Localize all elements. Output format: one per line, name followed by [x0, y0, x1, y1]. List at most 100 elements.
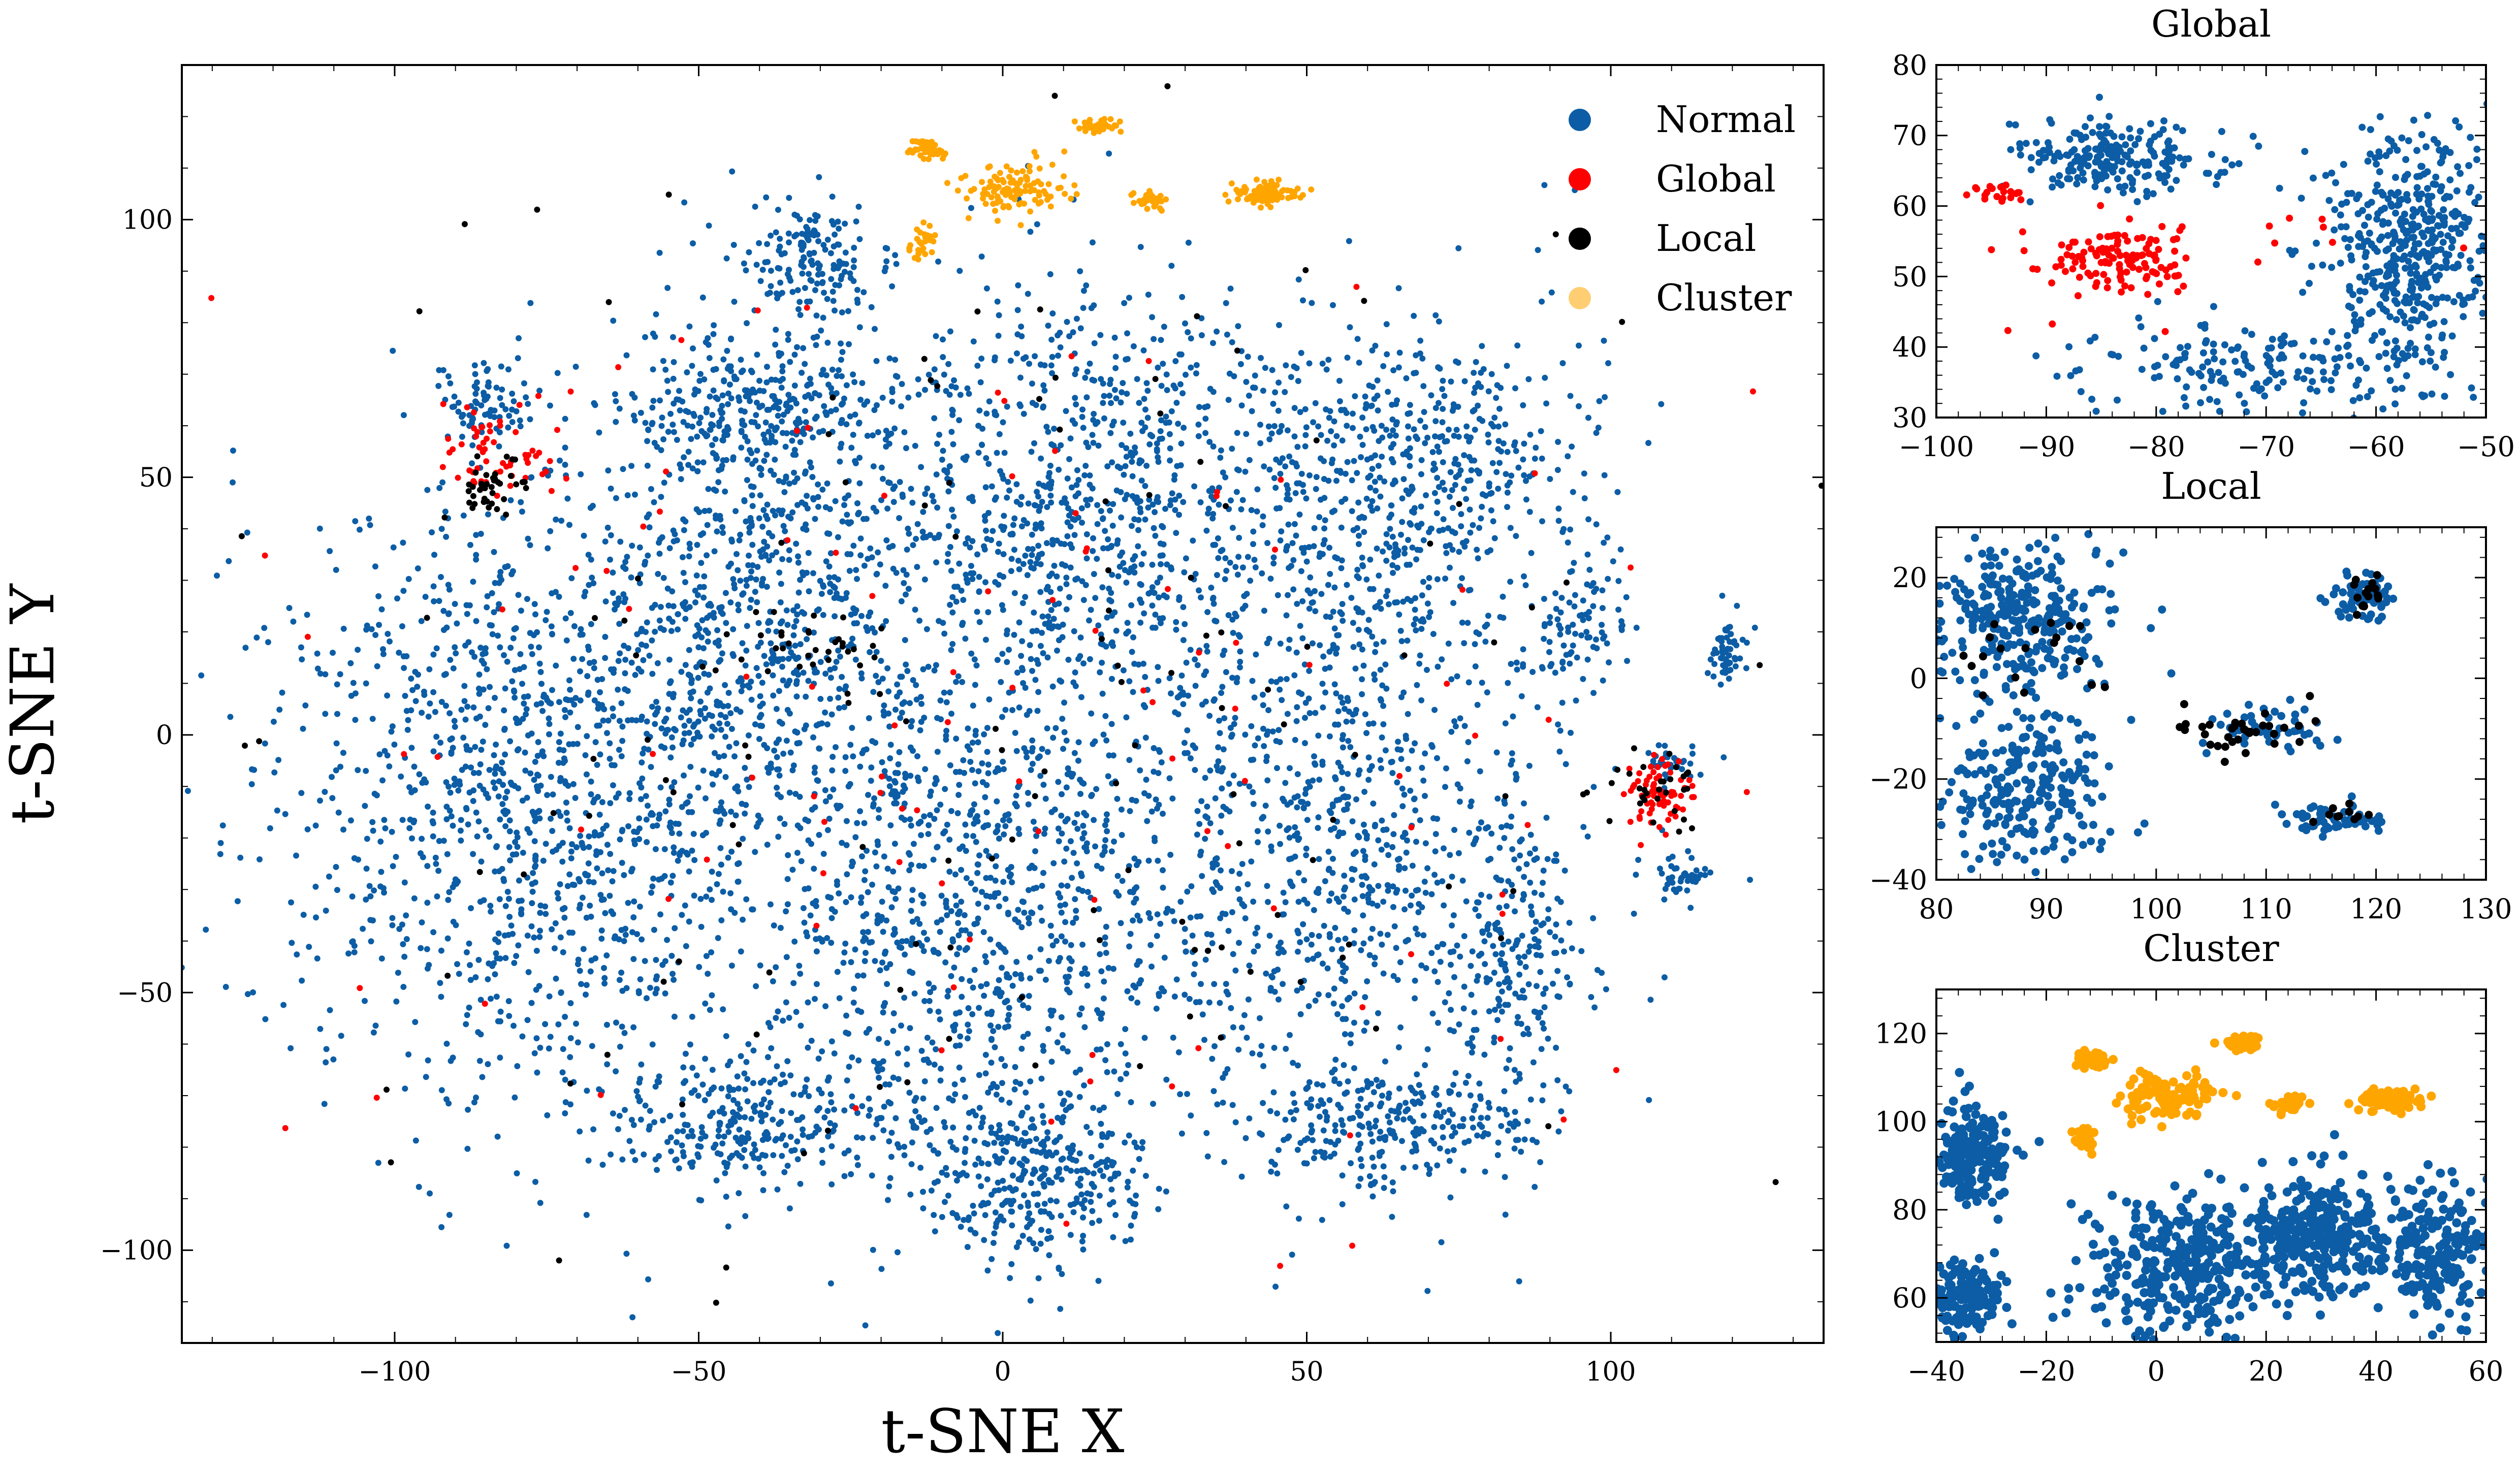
point-normal-966: [512, 839, 519, 845]
point-normal-4299: [1476, 913, 1482, 919]
point-normal-1480: [670, 603, 677, 610]
point-normal-1903: [700, 584, 707, 590]
point-normal-486: [682, 902, 688, 909]
point-normal-2553: [895, 1249, 901, 1256]
point-normal-797: [302, 702, 309, 709]
point-normal-2145: [971, 967, 978, 973]
point-normal-7: [629, 542, 635, 549]
point-normal-1614: [719, 611, 726, 617]
point-normal-4318: [1279, 911, 1286, 918]
point-normal-4604: [1520, 646, 1526, 653]
point-normal-1154: [406, 825, 413, 831]
point-normal-2392: [1130, 982, 1137, 989]
point-normal-4885: [1204, 609, 1211, 615]
point-normal-4478: [1441, 845, 1447, 852]
point-normal-1268: [317, 670, 324, 677]
point-normal-3739: [975, 423, 982, 429]
point-normal-625: [375, 1160, 381, 1166]
point-normal-1692: [585, 689, 592, 696]
point-normal-4246: [1335, 937, 1342, 943]
point-normal-3173: [1099, 659, 1105, 666]
point-normal-3290: [1040, 382, 1047, 389]
point-normal-2270: [958, 867, 965, 873]
point-normal-2394: [1019, 898, 1026, 905]
point-normal-4034: [1157, 428, 1164, 434]
point-normal-2590: [982, 1051, 989, 1058]
point-normal-1058: [443, 702, 449, 709]
point-normal-2820: [773, 964, 779, 971]
point-normal-3421: [1142, 516, 1149, 523]
point-normal-611: [607, 892, 613, 899]
point-normal-941: [604, 730, 610, 737]
point-normal-9: [334, 681, 340, 688]
point-normal-4575: [1379, 941, 1385, 948]
point-normal-3978: [1561, 868, 1568, 874]
point-normal-3241: [1035, 542, 1042, 549]
point-normal-4428: [1100, 515, 1106, 522]
point-normal-833: [563, 810, 570, 816]
point-normal-1655: [844, 519, 851, 526]
point-normal-4535: [1356, 834, 1362, 841]
point-normal-4002: [1239, 605, 1246, 612]
point-normal-1619: [794, 611, 801, 618]
point-normal-3399: [936, 531, 942, 538]
point-normal-1796: [892, 707, 899, 713]
point-normal-3754: [1104, 614, 1110, 621]
point-normal-4188: [1177, 462, 1184, 468]
point-normal-4316: [1433, 1085, 1440, 1092]
point-normal-2115: [1114, 873, 1121, 879]
point-normal-3762: [965, 535, 971, 541]
point-normal-4277: [1517, 852, 1523, 859]
point-normal-2972: [1144, 388, 1151, 394]
point-normal-4395: [1415, 909, 1422, 915]
point-normal-2798: [1037, 773, 1044, 779]
point-normal-785: [569, 841, 575, 847]
point-normal-1175: [438, 1087, 445, 1094]
point-normal-4985: [1266, 466, 1273, 473]
point-normal-3402: [1137, 619, 1144, 626]
point-normal-350: [300, 912, 307, 918]
point-normal-4775: [1280, 795, 1286, 802]
point-normal-1004: [618, 927, 625, 933]
point-normal-3586: [952, 384, 959, 391]
point-normal-658: [542, 903, 549, 910]
point-normal-177: [432, 854, 439, 861]
point-normal-1252: [566, 930, 572, 936]
point-normal-3487: [1135, 543, 1141, 550]
point-normal-1374: [234, 898, 241, 905]
point-normal-1884: [799, 609, 805, 616]
point-normal-3109: [1091, 302, 1097, 309]
point-normal-777: [748, 596, 754, 603]
point-normal-225: [473, 532, 480, 538]
point-normal-3526: [983, 410, 990, 417]
point-normal-3639: [1077, 325, 1084, 332]
point-normal-4530: [1277, 686, 1283, 693]
point-normal-855: [709, 992, 715, 999]
point-normal-259: [578, 626, 584, 632]
point-normal-481: [523, 706, 530, 713]
point-normal-1867: [763, 452, 770, 458]
point-normal-2417: [987, 936, 994, 943]
point-normal-1452: [778, 581, 784, 587]
point-normal-2306: [1074, 825, 1081, 832]
point-normal-2489: [995, 986, 1002, 992]
point-normal-4599: [1349, 877, 1355, 883]
point-normal-2367: [934, 919, 940, 925]
point-normal-1216: [579, 840, 585, 846]
point-normal-443: [485, 976, 491, 982]
point-normal-4566: [1396, 611, 1402, 618]
point-normal-2081: [984, 1267, 991, 1274]
point-normal-3667: [1160, 524, 1166, 530]
point-normal-4697: [1104, 1069, 1110, 1075]
point-normal-2452: [900, 782, 907, 789]
point-normal-4284: [1311, 907, 1317, 913]
point-normal-665: [520, 716, 526, 722]
point-normal-1294: [632, 671, 639, 678]
point-normal-4172: [1131, 660, 1138, 667]
point-normal-3081: [1022, 685, 1029, 691]
point-normal-809: [276, 707, 283, 713]
point-normal-2835: [857, 900, 864, 906]
point-normal-1784: [770, 507, 776, 514]
point-normal-744: [794, 603, 801, 610]
point-normal-2639: [1028, 766, 1034, 773]
